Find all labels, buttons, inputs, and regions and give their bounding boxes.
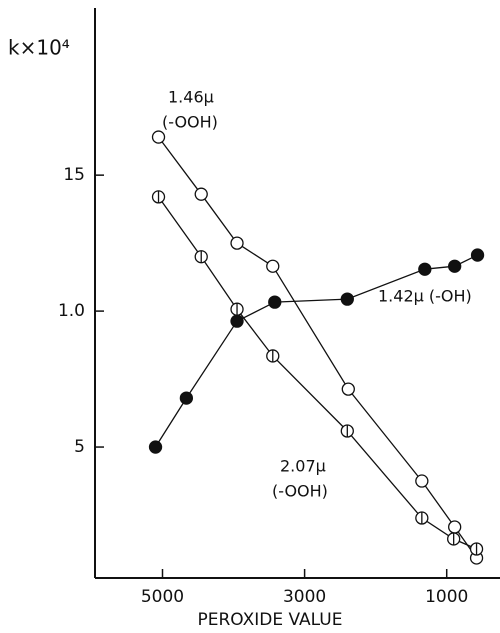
data-point (194, 187, 208, 201)
data-point (415, 474, 429, 488)
y-tick-label: 1.0 (58, 301, 85, 321)
annotation: 1.42μ (-OH) (378, 287, 472, 306)
data-point (148, 440, 163, 454)
data-point (268, 295, 282, 309)
y-tick-label: 15 (63, 165, 85, 185)
annotation: 1.46μ (168, 88, 214, 107)
y-tick-label: 5 (74, 437, 85, 457)
annotation: (-OOH) (272, 482, 328, 501)
data-point (448, 259, 462, 273)
data-point (341, 382, 355, 396)
x-tick-label: 1000 (425, 587, 468, 607)
series-line (157, 136, 478, 559)
data-point (418, 262, 432, 276)
data-point (151, 130, 166, 144)
x-axis-label: PEROXIDE VALUE (198, 610, 343, 630)
x-tick-label: 3000 (283, 587, 326, 607)
data-point (230, 236, 244, 250)
data-point (179, 391, 194, 405)
data-point (230, 314, 244, 328)
data-point (448, 520, 462, 534)
data-point (470, 248, 485, 262)
annotation: (-OOH) (162, 113, 218, 132)
data-point (266, 259, 280, 273)
x-tick-label: 5000 (141, 587, 184, 607)
annotation: 2.07μ (280, 457, 326, 476)
y-axis-label: k×10⁴ (8, 36, 70, 60)
series-line (154, 254, 478, 448)
data-point (340, 292, 354, 306)
